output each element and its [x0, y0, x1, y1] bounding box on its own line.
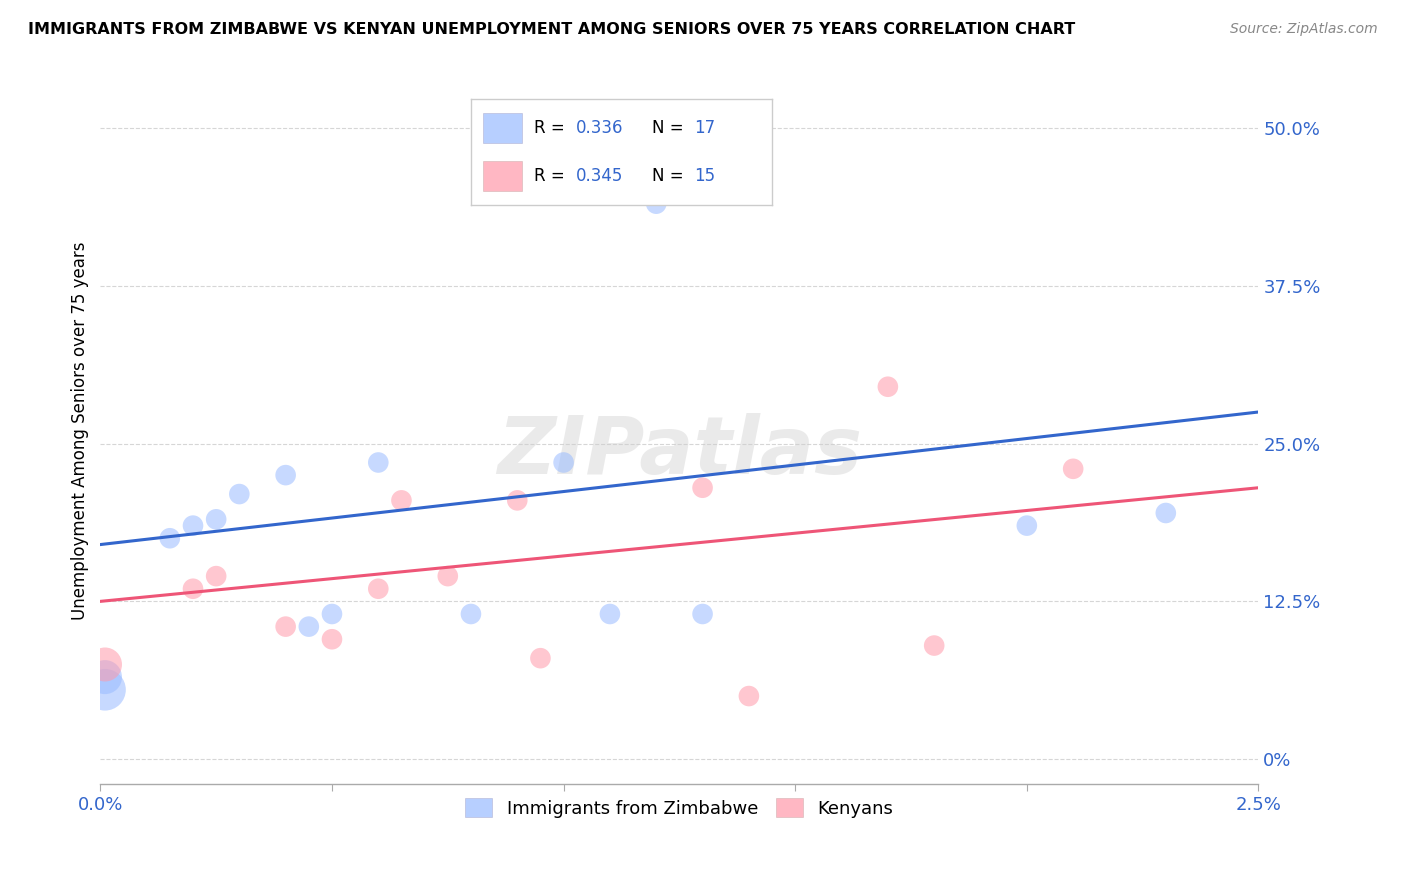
Point	[738, 689, 761, 703]
Point	[436, 569, 458, 583]
Text: Source: ZipAtlas.com: Source: ZipAtlas.com	[1230, 22, 1378, 37]
Point	[391, 493, 413, 508]
Point	[159, 531, 181, 545]
Point	[506, 493, 529, 508]
Point	[205, 569, 228, 583]
Point	[1015, 518, 1038, 533]
Point	[94, 682, 117, 697]
Point	[367, 455, 389, 469]
Point	[321, 632, 343, 647]
Point	[274, 619, 297, 633]
Y-axis label: Unemployment Among Seniors over 75 years: Unemployment Among Seniors over 75 years	[72, 242, 89, 620]
Text: IMMIGRANTS FROM ZIMBABWE VS KENYAN UNEMPLOYMENT AMONG SENIORS OVER 75 YEARS CORR: IMMIGRANTS FROM ZIMBABWE VS KENYAN UNEMP…	[28, 22, 1076, 37]
Point	[599, 607, 621, 621]
Legend: Immigrants from Zimbabwe, Kenyans: Immigrants from Zimbabwe, Kenyans	[458, 791, 901, 825]
Point	[181, 518, 204, 533]
Point	[645, 196, 668, 211]
Point	[553, 455, 575, 469]
Point	[228, 487, 250, 501]
Point	[94, 670, 117, 684]
Point	[922, 639, 945, 653]
Point	[1062, 462, 1084, 476]
Point	[94, 657, 117, 672]
Point	[367, 582, 389, 596]
Point	[876, 380, 898, 394]
Point	[181, 582, 204, 596]
Point	[321, 607, 343, 621]
Point	[205, 512, 228, 526]
Point	[529, 651, 551, 665]
Point	[692, 607, 714, 621]
Point	[460, 607, 482, 621]
Point	[1154, 506, 1177, 520]
Point	[298, 619, 321, 633]
Point	[274, 468, 297, 483]
Point	[692, 481, 714, 495]
Text: ZIPatlas: ZIPatlas	[496, 413, 862, 491]
